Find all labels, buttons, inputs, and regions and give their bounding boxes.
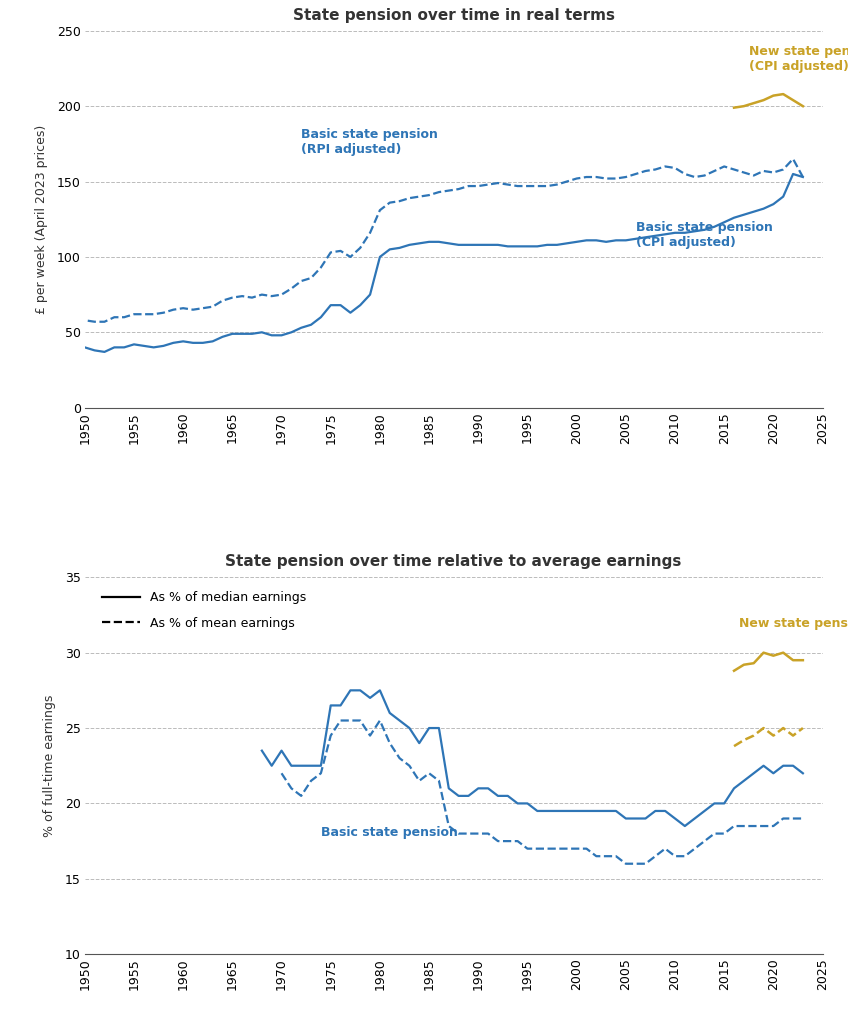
Text: New state pension: New state pension	[739, 617, 848, 630]
Text: Basic state pension
(RPI adjusted): Basic state pension (RPI adjusted)	[301, 128, 438, 156]
Text: Basic state pension
(CPI adjusted): Basic state pension (CPI adjusted)	[636, 222, 773, 249]
Text: New state pension
(CPI adjusted): New state pension (CPI adjusted)	[749, 45, 848, 73]
Y-axis label: % of full-time earnings: % of full-time earnings	[43, 695, 57, 837]
Text: Basic state pension: Basic state pension	[321, 826, 458, 839]
Title: State pension over time relative to average earnings: State pension over time relative to aver…	[226, 554, 682, 569]
Title: State pension over time in real terms: State pension over time in real terms	[293, 7, 615, 23]
Y-axis label: £ per week (April 2023 prices): £ per week (April 2023 prices)	[36, 124, 48, 314]
Legend: As % of median earnings, As % of mean earnings: As % of median earnings, As % of mean ea…	[98, 587, 310, 633]
